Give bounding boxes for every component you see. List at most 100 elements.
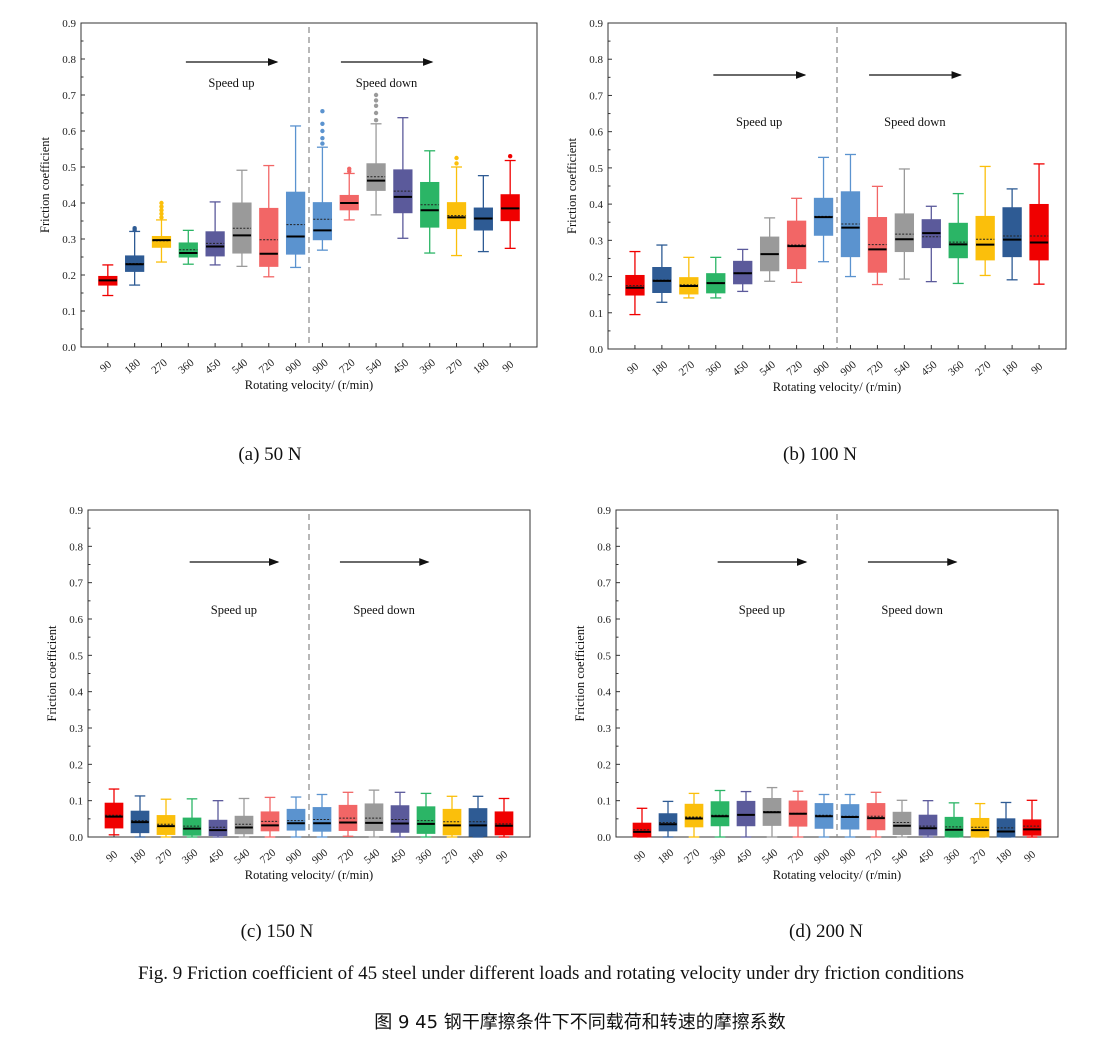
outlier-point	[454, 161, 459, 166]
box-270	[442, 795, 462, 838]
subtitle-b: (b) 100 N	[783, 444, 857, 465]
x-tick-label: 90	[1029, 360, 1046, 377]
box-iqr	[390, 805, 410, 833]
outlier-point	[159, 215, 164, 220]
x-tick-label: 90	[500, 358, 517, 375]
outlier-point	[320, 121, 325, 127]
box-90	[1029, 163, 1049, 285]
box-iqr	[182, 817, 202, 836]
subtitle-c: (c) 150 N	[240, 921, 314, 942]
outlier-point	[320, 128, 325, 134]
y-tick-label: 0.5	[62, 162, 76, 174]
box-iqr	[312, 202, 333, 241]
speed-down-label: Speed down	[884, 115, 946, 129]
y-tick-label: 0.8	[69, 541, 83, 553]
x-tick-label: 540	[892, 358, 913, 378]
box-360	[182, 798, 202, 838]
outlier-point	[454, 155, 459, 161]
box-iqr	[208, 819, 228, 837]
x-tick-label: 450	[731, 358, 752, 378]
x-tick-label: 720	[784, 358, 805, 378]
x-tick-label: 270	[968, 846, 989, 866]
box-180	[130, 795, 150, 838]
x-tick-label: 720	[336, 846, 357, 866]
x-tick-label: 360	[414, 846, 435, 866]
x-axis-label: Rotating velocity/ (r/min)	[773, 380, 901, 394]
box-720	[339, 166, 359, 221]
x-tick-label: 540	[758, 358, 779, 378]
box-720	[788, 790, 808, 838]
box-90	[625, 250, 645, 316]
x-tick-label: 180	[128, 846, 149, 866]
x-tick-label: 450	[203, 356, 224, 376]
box-450	[918, 800, 938, 838]
box-540	[892, 799, 912, 838]
figure-caption-zh: 图 9 45 钢干摩擦条件下不同载荷和转速的摩擦系数	[374, 1012, 786, 1033]
box-180	[658, 800, 678, 838]
x-tick-label: 720	[258, 846, 279, 866]
box-iqr	[975, 215, 995, 261]
x-tick-label: 90	[104, 848, 121, 865]
box-270	[970, 802, 990, 838]
x-tick-label: 270	[444, 356, 465, 376]
box-iqr	[736, 800, 756, 827]
box-900	[840, 153, 861, 278]
y-tick-label: 0.1	[597, 796, 611, 808]
x-tick-label: 360	[176, 356, 197, 376]
outlier-point	[373, 98, 379, 103]
x-tick-label: 720	[865, 358, 886, 378]
speed-down-label: Speed down	[881, 603, 943, 617]
x-tick-label: 180	[656, 846, 677, 866]
y-tick-label: 0.0	[62, 342, 76, 354]
y-axis-label: Friction coefficient	[38, 137, 52, 233]
box-720	[786, 197, 807, 284]
box-90	[1022, 799, 1042, 838]
outlier-point	[320, 136, 325, 141]
panel-d: 0.0 0.1 0.2 0.3 0.4 0.5 0.6 0.7 0.8 0.9 Friction c…	[573, 505, 1059, 882]
y-tick-label: 0.2	[589, 272, 603, 284]
box-180	[1002, 188, 1022, 281]
box-iqr	[684, 803, 704, 828]
y-axis-label: Friction coefficient	[565, 138, 579, 234]
box-360	[710, 789, 730, 838]
y-tick-label: 0.6	[69, 614, 83, 626]
box-720	[338, 791, 358, 837]
box-iqr	[970, 817, 990, 838]
box-180	[473, 174, 493, 253]
speed-up-label: Speed up	[736, 115, 782, 129]
y-tick-label: 0.5	[69, 650, 83, 662]
box-900	[312, 793, 332, 838]
box-iqr	[285, 191, 306, 255]
outlier-point	[507, 154, 513, 159]
x-tick-label: 270	[154, 846, 175, 866]
box-720	[260, 796, 280, 838]
subtitle-a: (a) 50 N	[238, 444, 302, 465]
box-900	[312, 109, 333, 251]
box-900	[814, 793, 834, 838]
x-tick-label: 900	[838, 358, 859, 378]
x-tick-label: 360	[946, 358, 967, 378]
box-90	[98, 264, 118, 297]
x-axis-label: Rotating velocity/ (r/min)	[245, 868, 373, 882]
x-tick-label: 90	[98, 358, 115, 375]
x-axis-label: Rotating velocity/ (r/min)	[245, 378, 373, 392]
y-tick-label: 0.4	[62, 198, 76, 210]
subtitle-d: (d) 200 N	[789, 921, 863, 942]
speed-up-label: Speed up	[211, 603, 257, 617]
x-tick-label: 540	[364, 356, 385, 376]
x-tick-label: 360	[418, 356, 439, 376]
box-360	[178, 229, 198, 265]
x-tick-label: 540	[232, 846, 253, 866]
x-tick-label: 90	[632, 848, 649, 865]
box-iqr	[416, 806, 436, 834]
x-tick-label: 900	[283, 356, 304, 376]
box-540	[759, 217, 780, 282]
box-iqr	[234, 815, 254, 835]
panel-c: 0.0 0.1 0.2 0.3 0.4 0.5 0.6 0.7 0.8 0.9 Friction c…	[45, 505, 531, 882]
x-tick-label: 900	[812, 846, 833, 866]
x-tick-label: 360	[942, 846, 963, 866]
box-90	[104, 788, 124, 836]
box-450	[208, 800, 228, 838]
x-tick-label: 360	[708, 846, 729, 866]
